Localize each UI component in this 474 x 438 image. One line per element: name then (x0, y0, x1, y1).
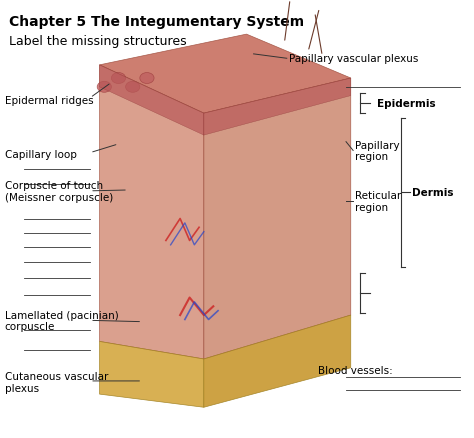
Text: Epidermal ridges: Epidermal ridges (5, 96, 93, 106)
Text: Dermis: Dermis (412, 188, 454, 198)
Polygon shape (100, 66, 204, 136)
Polygon shape (100, 35, 351, 114)
Ellipse shape (97, 82, 111, 93)
Text: Blood vessels:: Blood vessels: (318, 365, 392, 375)
Polygon shape (100, 342, 204, 407)
Ellipse shape (126, 82, 140, 93)
Text: Reticular
region: Reticular region (356, 191, 402, 212)
Ellipse shape (140, 74, 154, 85)
Text: Papillary vascular plexus: Papillary vascular plexus (289, 54, 419, 64)
Polygon shape (204, 315, 351, 407)
Text: Capillary loop: Capillary loop (5, 149, 77, 159)
Text: Lamellated (pacinian)
corpuscle: Lamellated (pacinian) corpuscle (5, 310, 118, 332)
Polygon shape (100, 66, 204, 359)
Polygon shape (204, 79, 351, 359)
Text: Cutaneous vascular
plexus: Cutaneous vascular plexus (5, 371, 108, 393)
Text: Chapter 5 The Integumentary System: Chapter 5 The Integumentary System (9, 15, 305, 29)
Text: Papillary
region: Papillary region (356, 140, 400, 162)
Polygon shape (204, 79, 351, 136)
Text: Corpuscle of touch
(Meissner corpuscle): Corpuscle of touch (Meissner corpuscle) (5, 181, 113, 203)
Ellipse shape (111, 74, 126, 85)
Text: Label the missing structures: Label the missing structures (9, 35, 187, 48)
Text: Epidermis: Epidermis (377, 99, 436, 109)
